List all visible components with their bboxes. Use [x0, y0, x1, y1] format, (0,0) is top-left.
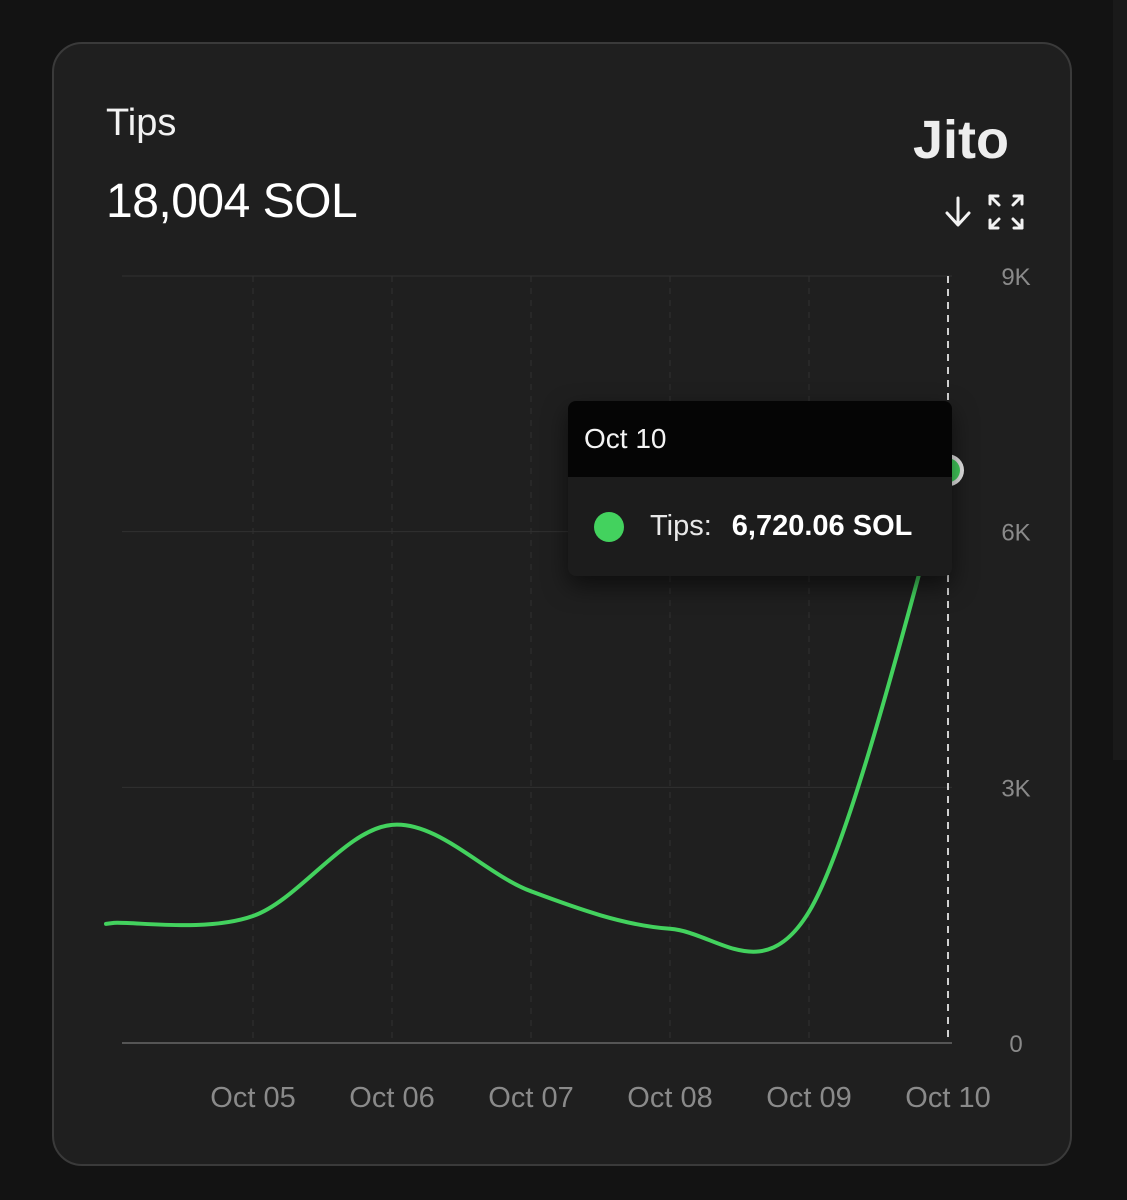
chart-card: Tips 18,004 SOL Jito 0 3K 6K 9K Oct 05 Oct 06… — [52, 42, 1072, 1166]
chart-tooltip: Oct 10 Tips: 6,720.06 SOL — [568, 401, 952, 576]
x-tick-label: Oct 08 — [627, 1082, 712, 1114]
x-tick-label: Oct 09 — [766, 1082, 851, 1114]
tooltip-series-label: Tips: — [650, 510, 712, 542]
logo-text: Jito — [913, 110, 1009, 168]
download-icon[interactable] — [938, 192, 978, 232]
jito-logo: Jito — [913, 110, 1009, 168]
tooltip-value: 6,720.06 SOL — [731, 510, 913, 542]
y-tick-label: 9K — [1001, 264, 1030, 291]
tooltip-row: Tips: 6,720.06 SOL — [568, 477, 952, 576]
total-value: 18,004 SOL — [106, 175, 358, 228]
series-color-dot — [594, 511, 624, 542]
x-tick-label: Oct 06 — [349, 1082, 434, 1114]
y-tick-label: 0 — [1009, 1031, 1022, 1058]
tooltip-date: Oct 10 — [568, 401, 952, 477]
page-scrollbar[interactable] — [1113, 0, 1127, 760]
y-tick-label: 6K — [1001, 520, 1030, 547]
line-chart: 0 3K 6K 9K Oct 05 Oct 06 Oct 07 Oct 08 Oct 09 Oct… — [104, 264, 1031, 1114]
series-line-tips — [104, 468, 950, 954]
card-title: Tips — [106, 102, 177, 144]
x-tick-label: Oct 05 — [210, 1082, 295, 1114]
y-tick-label: 3K — [1001, 775, 1030, 802]
x-tick-label: Oct 07 — [488, 1082, 573, 1114]
expand-icon[interactable] — [986, 192, 1026, 232]
x-tick-label: Oct 10 — [905, 1082, 990, 1114]
